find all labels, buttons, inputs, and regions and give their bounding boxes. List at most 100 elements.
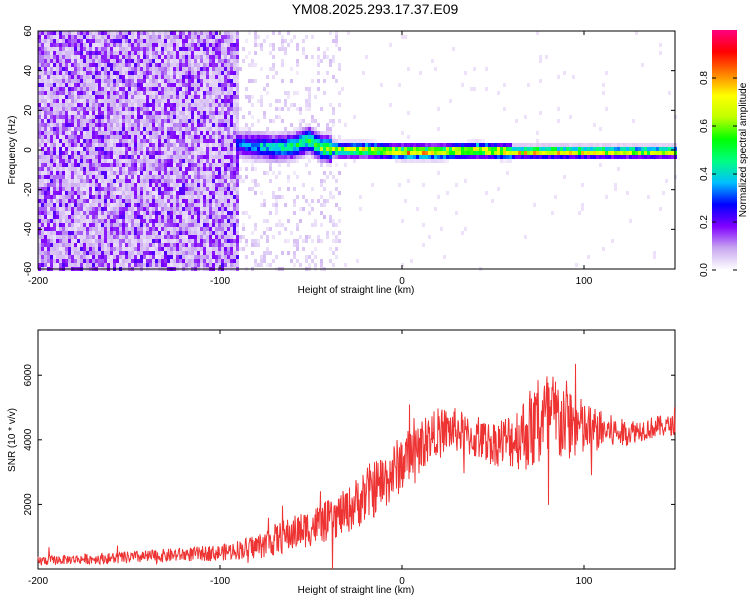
spectrogram-cell bbox=[353, 155, 356, 159]
spectrogram-cell bbox=[389, 143, 392, 147]
spectrogram-cell bbox=[275, 71, 278, 75]
spectrogram-cell bbox=[158, 211, 161, 215]
spectrogram-cell bbox=[155, 47, 158, 51]
spectrogram-cell bbox=[185, 243, 188, 247]
spectrogram-cell bbox=[230, 143, 233, 147]
spectrogram-cell bbox=[110, 119, 113, 123]
spectrogram-cell bbox=[173, 171, 176, 175]
spectrogram-cell bbox=[185, 103, 188, 107]
spectrogram-cell bbox=[104, 231, 107, 235]
spectrogram-cell bbox=[233, 171, 236, 175]
spectrogram-cell bbox=[185, 147, 188, 151]
spectrogram-cell bbox=[137, 223, 140, 227]
spectrogram-cell bbox=[185, 131, 188, 135]
spectrogram-cell bbox=[131, 215, 134, 219]
spectrogram-cell bbox=[134, 251, 137, 255]
spectrogram-cell bbox=[167, 35, 170, 39]
spectrogram-cell bbox=[74, 35, 77, 39]
spectrogram-cell bbox=[170, 75, 173, 79]
spectrogram-cell bbox=[98, 63, 101, 67]
spectrogram-cell bbox=[146, 39, 149, 43]
spectrogram-cell bbox=[236, 147, 239, 151]
spectrogram-cell bbox=[140, 63, 143, 67]
spectrogram-cell bbox=[74, 135, 77, 139]
spectrogram-cell bbox=[143, 239, 146, 243]
spectrogram-cell bbox=[173, 51, 176, 55]
spectrogram-cell bbox=[89, 219, 92, 223]
spectrogram-cell bbox=[128, 59, 131, 63]
spectrogram-cell bbox=[326, 175, 329, 179]
spectrogram-cell bbox=[146, 83, 149, 87]
spectrogram-cell bbox=[152, 95, 155, 99]
spectrogram-cell bbox=[77, 159, 80, 163]
spectrogram-cell bbox=[416, 151, 419, 155]
spectrogram-cell bbox=[92, 99, 95, 103]
spectrogram-cell bbox=[164, 115, 167, 119]
spectrogram-cell bbox=[92, 183, 95, 187]
spectrogram-cell bbox=[119, 103, 122, 107]
spectrogram-cell bbox=[116, 31, 119, 35]
spectrogram-cell bbox=[239, 131, 242, 135]
spectrogram-cell bbox=[80, 239, 83, 243]
spectrogram-cell bbox=[92, 147, 95, 151]
spectrogram-cell bbox=[110, 127, 113, 131]
spectrogram-cell bbox=[140, 123, 143, 127]
spectrogram-cell bbox=[236, 39, 239, 43]
spectrogram-cell bbox=[212, 163, 215, 167]
spectrogram-cell bbox=[71, 231, 74, 235]
spectrogram-cell bbox=[206, 235, 209, 239]
spectrogram-cell bbox=[488, 147, 491, 151]
spectrogram-cell bbox=[143, 91, 146, 95]
spectrogram-cell bbox=[422, 147, 425, 151]
spectrogram-cell bbox=[173, 243, 176, 247]
spectrogram-cell bbox=[131, 155, 134, 159]
spectrogram-cell bbox=[74, 159, 77, 163]
spectrogram-cell bbox=[188, 43, 191, 47]
spectrogram-cell bbox=[215, 263, 218, 267]
spectrogram-cell bbox=[143, 203, 146, 207]
spectrogram-cell bbox=[233, 59, 236, 63]
spectrogram-cell bbox=[125, 239, 128, 243]
spectrogram-cell bbox=[164, 139, 167, 143]
spectrogram-cell bbox=[107, 207, 110, 211]
spectrogram-cell bbox=[332, 143, 335, 147]
spectrogram-cell bbox=[122, 251, 125, 255]
spectrogram-cell bbox=[110, 203, 113, 207]
spectrogram-cell bbox=[149, 235, 152, 239]
spectrogram-cell bbox=[101, 47, 104, 51]
spectrogram-cell bbox=[179, 147, 182, 151]
spectrogram-cell bbox=[155, 87, 158, 91]
spectrogram-cell bbox=[41, 111, 44, 115]
spectrogram-cell bbox=[173, 55, 176, 59]
spectrogram-cell bbox=[83, 179, 86, 183]
spectrogram-cell bbox=[101, 191, 104, 195]
spectrogram-cell bbox=[143, 263, 146, 267]
spectrogram-cell bbox=[101, 203, 104, 207]
spectrogram-cell bbox=[209, 55, 212, 59]
spectrogram-cell bbox=[38, 39, 41, 43]
spectrogram-cell bbox=[206, 123, 209, 127]
spectrogram-cell bbox=[353, 143, 356, 147]
spectrogram-cell bbox=[233, 211, 236, 215]
spectrogram-cell bbox=[266, 131, 269, 135]
spectrogram-cell bbox=[437, 195, 440, 199]
spectrogram-cell bbox=[152, 39, 155, 43]
spectrogram-cell bbox=[89, 175, 92, 179]
spectrogram-cell bbox=[233, 147, 236, 151]
spectrogram-cell bbox=[128, 235, 131, 239]
spectrogram-cell bbox=[56, 219, 59, 223]
spectrogram-cell bbox=[110, 67, 113, 71]
spectrogram-cell bbox=[50, 99, 53, 103]
spectrogram-cell bbox=[194, 203, 197, 207]
spectrogram-cell bbox=[197, 147, 200, 151]
spectrogram-cell bbox=[104, 167, 107, 171]
spectrogram-cell bbox=[182, 191, 185, 195]
spectrogram-cell bbox=[83, 207, 86, 211]
spectrogram-cell bbox=[167, 235, 170, 239]
spectrogram-cell bbox=[374, 155, 377, 159]
spectrogram-cell bbox=[65, 91, 68, 95]
spectrogram-cell bbox=[167, 67, 170, 71]
spectrogram-cell bbox=[203, 159, 206, 163]
spectrogram-cell bbox=[134, 31, 137, 35]
spectrogram-cell bbox=[251, 115, 254, 119]
